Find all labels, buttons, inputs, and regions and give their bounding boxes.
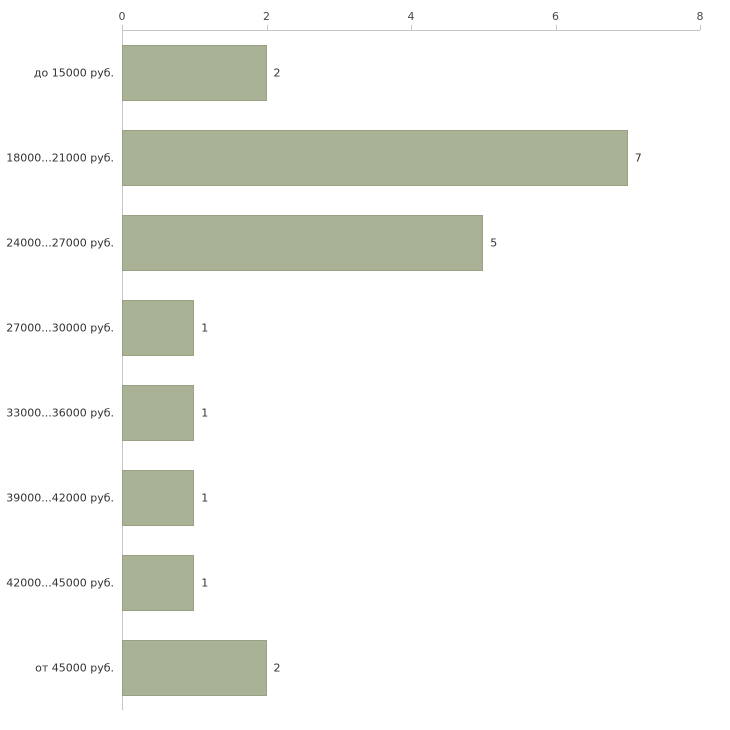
category-label: 33000...36000 руб. [6, 406, 114, 419]
x-tick-mark [700, 25, 701, 30]
bar-value-label: 2 [273, 661, 281, 674]
category-label: 42000...45000 руб. [6, 576, 114, 589]
bar [122, 214, 484, 271]
x-tick-mark [122, 25, 123, 30]
category-label: от 45000 руб. [35, 661, 114, 674]
x-tick-mark [411, 25, 412, 30]
x-tick-label: 6 [552, 10, 559, 23]
chart-row: 27000...30000 руб. 1 [0, 285, 730, 370]
bar-value-label: 2 [273, 66, 281, 79]
category-label: 18000...21000 руб. [6, 151, 114, 164]
chart-row: 18000...21000 руб. 7 [0, 115, 730, 200]
bar [122, 639, 267, 696]
bar [122, 129, 628, 186]
category-label: 24000...27000 руб. [6, 236, 114, 249]
bar-value-label: 1 [201, 576, 209, 589]
category-label: 27000...30000 руб. [6, 321, 114, 334]
x-tick-mark [266, 25, 268, 30]
chart-row: 33000...36000 руб. 1 [0, 370, 730, 455]
chart-row: 39000...42000 руб. 1 [0, 455, 730, 540]
chart-row: 42000...45000 руб. 1 [0, 540, 730, 625]
x-axis-line [122, 30, 700, 31]
chart-row: от 45000 руб. 2 [0, 625, 730, 710]
category-label: 39000...42000 руб. [6, 491, 114, 504]
bar-value-label: 7 [634, 151, 642, 164]
bar [122, 384, 195, 441]
bar-value-label: 1 [201, 406, 209, 419]
bar [122, 554, 195, 611]
x-tick-label: 8 [696, 10, 704, 23]
bar [122, 469, 195, 526]
bar-value-label: 5 [490, 236, 498, 249]
bar [122, 44, 267, 101]
y-axis-line [122, 30, 123, 710]
x-tick-label: 0 [118, 10, 126, 23]
category-label: до 15000 руб. [33, 66, 114, 79]
x-tick-label: 4 [407, 10, 415, 23]
bar [122, 299, 195, 356]
bar-value-label: 1 [201, 321, 209, 334]
x-tick-label: 2 [263, 10, 270, 23]
chart-row: 24000...27000 руб. 5 [0, 200, 730, 285]
x-tick-mark [555, 25, 557, 30]
chart-row: до 15000 руб. 2 [0, 30, 730, 115]
bar-value-label: 1 [201, 491, 209, 504]
